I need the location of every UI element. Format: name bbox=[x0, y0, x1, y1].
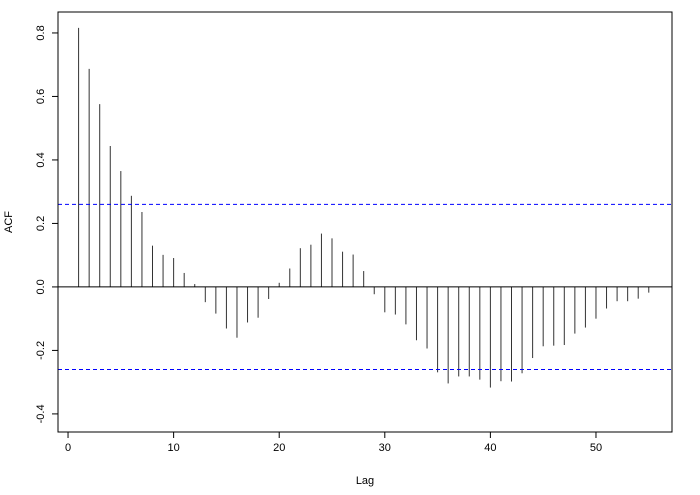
x-axis: 0 10 20 30 40 50 bbox=[65, 431, 602, 454]
y-axis-label: ACF bbox=[3, 211, 15, 233]
y-tick-label: -0.2 bbox=[35, 341, 47, 360]
x-tick-label: 30 bbox=[379, 442, 391, 454]
bars bbox=[78, 27, 650, 388]
x-tick-label: 20 bbox=[273, 442, 285, 454]
y-tick-label: 0.4 bbox=[35, 152, 47, 167]
y-tick-label: 0.6 bbox=[35, 89, 47, 104]
x-tick-label: 0 bbox=[65, 442, 71, 454]
y-tick-label: 0.0 bbox=[35, 279, 47, 294]
x-axis-label: Lag bbox=[356, 475, 374, 487]
x-tick-label: 40 bbox=[484, 442, 496, 454]
reference-lines bbox=[58, 203, 672, 370]
y-tick-label: 0.2 bbox=[35, 216, 47, 231]
x-tick-label: 10 bbox=[167, 442, 179, 454]
y-axis: -0.4 -0.2 0.0 0.2 0.4 0.6 0.8 bbox=[35, 25, 59, 423]
x-tick-label: 50 bbox=[590, 442, 602, 454]
y-tick-label: 0.8 bbox=[35, 25, 47, 40]
y-tick-label: -0.4 bbox=[35, 404, 47, 423]
